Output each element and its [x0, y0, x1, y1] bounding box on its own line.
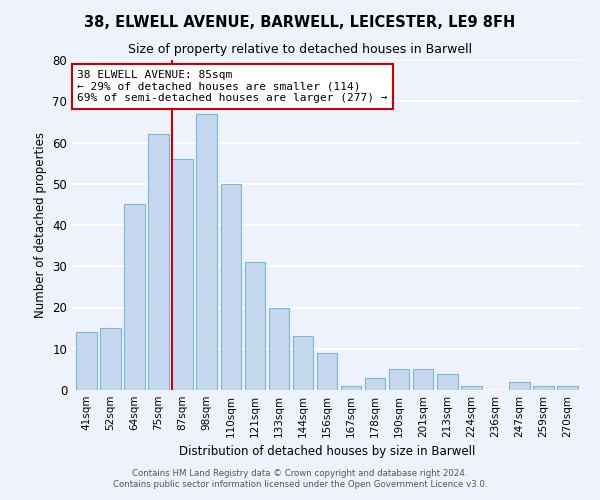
Bar — [76, 332, 97, 390]
Bar — [317, 353, 337, 390]
Bar — [100, 328, 121, 390]
Bar — [533, 386, 554, 390]
Text: 38, ELWELL AVENUE, BARWELL, LEICESTER, LE9 8FH: 38, ELWELL AVENUE, BARWELL, LEICESTER, L… — [85, 15, 515, 30]
Bar — [413, 370, 433, 390]
Bar — [365, 378, 385, 390]
Text: Size of property relative to detached houses in Barwell: Size of property relative to detached ho… — [128, 42, 472, 56]
Bar — [437, 374, 458, 390]
Y-axis label: Number of detached properties: Number of detached properties — [34, 132, 47, 318]
Bar — [196, 114, 217, 390]
Bar — [172, 159, 193, 390]
Text: Contains HM Land Registry data © Crown copyright and database right 2024.: Contains HM Land Registry data © Crown c… — [132, 468, 468, 477]
Bar — [389, 370, 409, 390]
Bar — [293, 336, 313, 390]
Bar — [124, 204, 145, 390]
Bar — [509, 382, 530, 390]
Bar — [461, 386, 482, 390]
Bar — [341, 386, 361, 390]
Text: Contains public sector information licensed under the Open Government Licence v3: Contains public sector information licen… — [113, 480, 487, 489]
Bar — [557, 386, 578, 390]
Text: 38 ELWELL AVENUE: 85sqm
← 29% of detached houses are smaller (114)
69% of semi-d: 38 ELWELL AVENUE: 85sqm ← 29% of detache… — [77, 70, 388, 103]
X-axis label: Distribution of detached houses by size in Barwell: Distribution of detached houses by size … — [179, 446, 475, 458]
Bar — [221, 184, 241, 390]
Bar — [148, 134, 169, 390]
Bar — [269, 308, 289, 390]
Bar — [245, 262, 265, 390]
